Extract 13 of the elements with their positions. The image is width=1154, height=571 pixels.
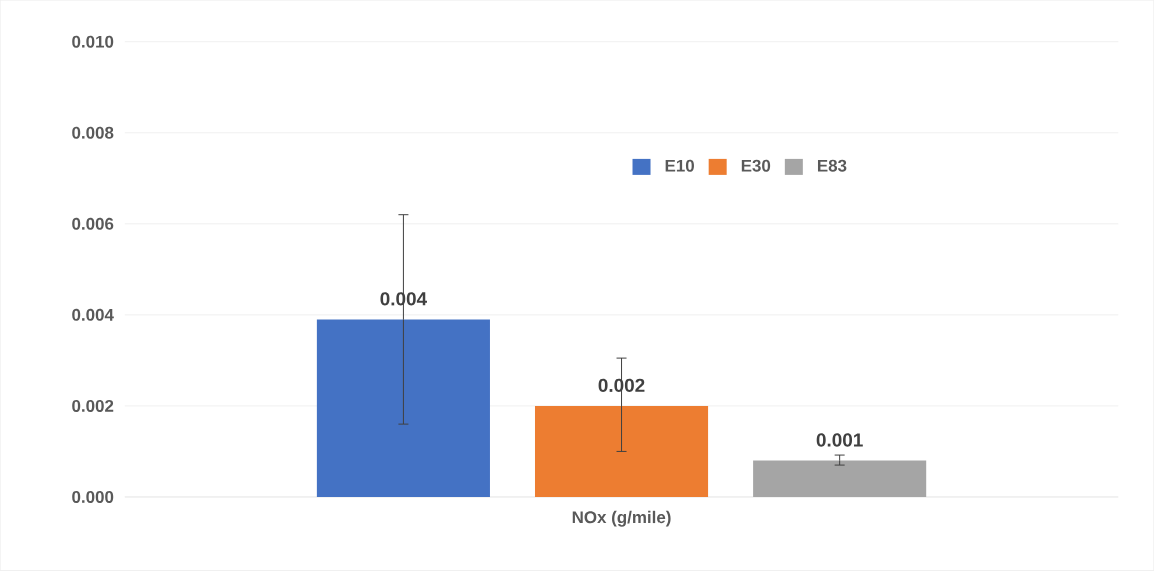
y-tick-label: 0.008 [72,126,114,139]
legend-label: E10 [665,159,694,172]
y-tick-label: 0.010 [72,35,114,48]
y-tick-label: 0.004 [72,309,114,322]
legend-label: E83 [817,159,847,172]
data-label: 0.001 [816,433,863,447]
y-tick-label: 0.006 [72,217,114,230]
y-tick-label: 0.000 [72,491,114,504]
y-tick-label: 0.002 [72,400,114,413]
bar [534,406,709,498]
bar [753,460,927,498]
legend-label: E30 [741,159,771,172]
x-tick-label: NOx (g/mile) [572,510,671,527]
